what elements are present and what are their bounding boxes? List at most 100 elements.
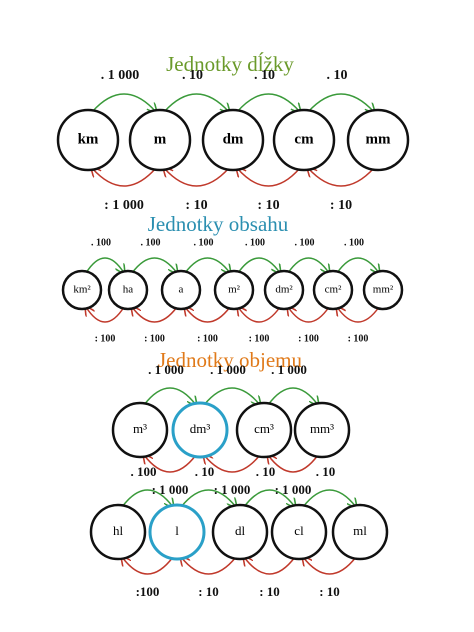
backward-arrow xyxy=(122,557,174,575)
forward-arrow xyxy=(336,257,379,273)
unit-node xyxy=(270,503,328,561)
backward-arrow xyxy=(268,455,319,473)
forward-label: . 1 000 xyxy=(148,362,184,377)
backward-label: : 10 xyxy=(259,584,280,599)
unit-label: cm³ xyxy=(254,421,274,436)
backward-label: : 100 xyxy=(249,333,270,344)
backward-arrow xyxy=(288,307,330,323)
unit-node xyxy=(263,269,305,311)
backward-label: : 10 xyxy=(198,584,219,599)
backward-label: : 100 xyxy=(348,333,369,344)
forward-label: . 100 xyxy=(91,237,111,248)
forward-label: . 10 xyxy=(254,68,275,83)
forward-arrow xyxy=(85,257,124,273)
unit-node xyxy=(211,503,269,561)
backward-arrow xyxy=(92,168,157,187)
unit-node xyxy=(362,269,404,311)
backward-arrow xyxy=(144,455,197,473)
forward-arrow xyxy=(180,489,236,507)
forward-label: . 1 000 xyxy=(271,362,307,377)
unit-label: mm² xyxy=(373,284,394,296)
unit-label: m³ xyxy=(133,421,147,436)
unit-node xyxy=(272,108,336,172)
forward-label: . 10 xyxy=(327,68,348,83)
unit-node xyxy=(111,401,169,459)
backward-label: : 100 xyxy=(95,333,116,344)
unit-node xyxy=(293,401,351,459)
unit-label: km² xyxy=(73,284,91,296)
unit-label: mm xyxy=(366,131,391,147)
unit-label: l xyxy=(175,523,179,538)
backward-label: : 100 xyxy=(197,333,218,344)
unit-node xyxy=(107,269,149,311)
unit-label: dm² xyxy=(275,284,293,296)
backward-label: : 10 xyxy=(257,198,279,213)
forward-arrow xyxy=(237,257,280,273)
forward-arrow xyxy=(121,489,173,507)
forward-label: . 10 xyxy=(195,464,215,479)
backward-label: : 10 xyxy=(185,198,207,213)
backward-label: : 1 000 xyxy=(275,482,312,497)
unit-label: cm² xyxy=(325,284,342,296)
backward-arrow xyxy=(303,557,357,575)
section-title: Jednotky objemu xyxy=(158,348,303,372)
unit-node xyxy=(312,269,354,311)
backward-arrow xyxy=(86,307,125,323)
unit-node xyxy=(89,503,147,561)
forward-arrow xyxy=(302,489,356,507)
backward-arrow xyxy=(132,307,178,323)
unit-node xyxy=(171,401,229,459)
forward-arrow xyxy=(307,93,374,112)
forward-arrow xyxy=(184,257,230,273)
forward-arrow xyxy=(243,489,295,507)
backward-label: :100 xyxy=(136,584,160,599)
backward-arrow xyxy=(237,168,301,187)
backward-label: : 10 xyxy=(330,198,352,213)
unit-node xyxy=(56,108,120,172)
forward-label: . 10 xyxy=(256,464,276,479)
unit-node xyxy=(160,269,202,311)
unit-label: cl xyxy=(294,523,304,538)
backward-arrow xyxy=(185,307,231,323)
unit-label: a xyxy=(179,284,184,296)
unit-label: hl xyxy=(113,523,124,538)
forward-label: . 1 000 xyxy=(101,68,140,83)
backward-label: : 1 000 xyxy=(214,482,251,497)
forward-label: . 10 xyxy=(182,68,203,83)
forward-label: . 10 xyxy=(316,464,336,479)
unit-node xyxy=(346,108,410,172)
unit-label: dl xyxy=(235,523,246,538)
backward-label: : 1 000 xyxy=(104,198,144,213)
unit-node xyxy=(128,108,192,172)
unit-label: m xyxy=(154,131,167,147)
backward-arrow xyxy=(238,307,281,323)
section-title: Jednotky obsahu xyxy=(148,212,289,236)
backward-arrow xyxy=(337,307,380,323)
unit-node xyxy=(213,269,255,311)
forward-arrow xyxy=(287,257,329,273)
unit-label: cm xyxy=(294,131,314,147)
unit-node xyxy=(235,401,293,459)
backward-label: : 100 xyxy=(144,333,165,344)
forward-arrow xyxy=(163,93,229,112)
forward-arrow xyxy=(91,93,156,112)
unit-node xyxy=(201,108,265,172)
unit-node xyxy=(331,503,389,561)
forward-label: . 100 xyxy=(295,237,315,248)
unit-node xyxy=(148,503,206,561)
forward-arrow xyxy=(267,387,318,405)
unit-label: mm³ xyxy=(310,421,334,436)
unit-label: km xyxy=(78,131,99,147)
forward-arrow xyxy=(143,387,196,405)
backward-arrow xyxy=(244,557,296,575)
unit-label: ml xyxy=(353,523,367,538)
backward-arrow xyxy=(308,168,375,187)
forward-label: . 100 xyxy=(245,237,265,248)
backward-label: : 1 000 xyxy=(152,482,189,497)
backward-arrow xyxy=(181,557,237,575)
forward-label: . 1 000 xyxy=(210,362,246,377)
backward-label: : 10 xyxy=(319,584,340,599)
forward-label: . 100 xyxy=(194,237,214,248)
forward-label: . 100 xyxy=(131,464,157,479)
